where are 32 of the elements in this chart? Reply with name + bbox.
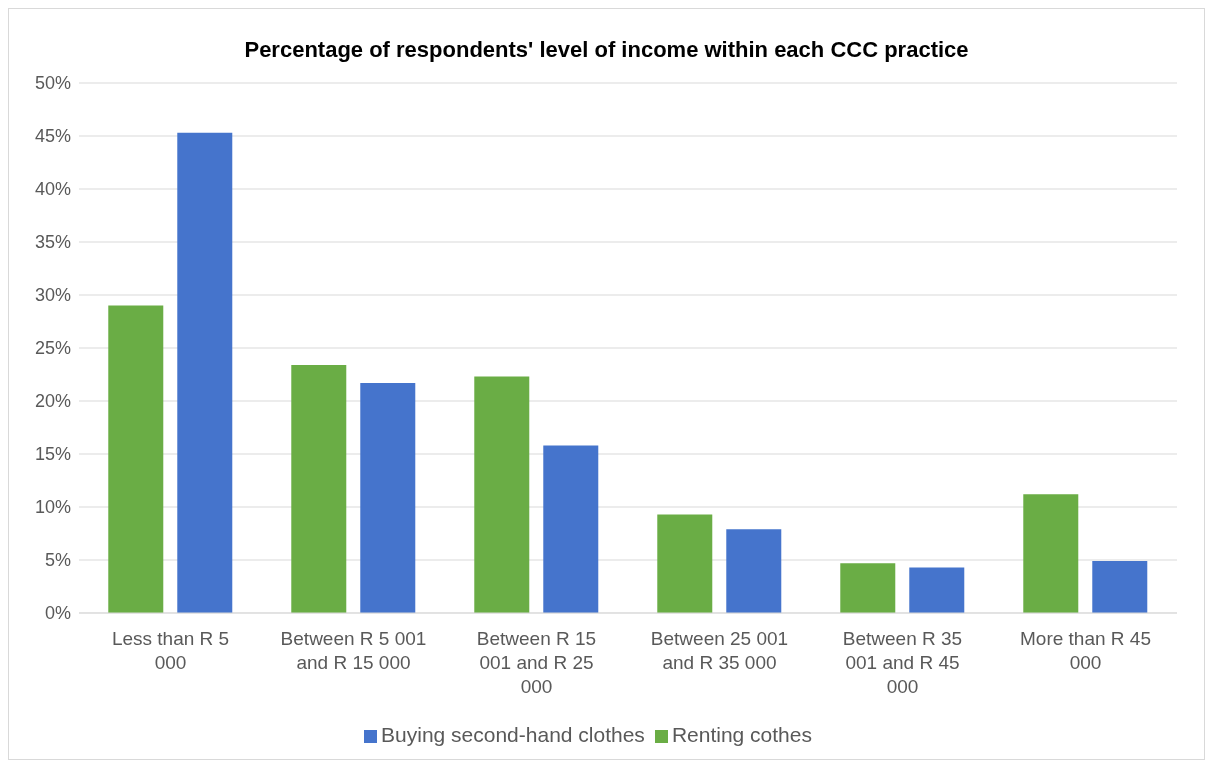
y-tick-label: 0% xyxy=(44,603,71,624)
y-tick-label: 30% xyxy=(34,285,71,306)
bar xyxy=(909,567,965,613)
bar xyxy=(726,529,782,613)
x-tick-label: Between R 15 001 and R 25 000 xyxy=(476,628,597,697)
bar xyxy=(291,364,347,613)
bar xyxy=(177,132,233,613)
bar xyxy=(360,382,416,613)
x-tick-label: Between 25 001 and R 35 000 xyxy=(650,628,789,673)
bar xyxy=(474,376,530,613)
y-tick-label: 15% xyxy=(34,444,71,465)
y-tick-label: 20% xyxy=(34,391,71,412)
x-tick-label: More than R 45 000 xyxy=(1020,628,1151,673)
bar xyxy=(840,563,896,613)
bar xyxy=(1092,561,1148,613)
y-tick-label: 10% xyxy=(34,497,71,518)
legend-label: Buying second-hand clothes xyxy=(381,723,645,746)
bar xyxy=(108,305,164,613)
bar xyxy=(543,445,599,613)
y-tick-label: 40% xyxy=(34,179,71,200)
y-tick-label: 35% xyxy=(34,232,71,253)
bar xyxy=(657,514,713,613)
bar xyxy=(1023,494,1079,613)
chart-title: Percentage of respondents' level of income within each CCC practice xyxy=(243,36,970,64)
x-tick-label: Between R 35 001 and R 45 000 xyxy=(842,628,963,697)
y-tick-label: 45% xyxy=(34,126,71,147)
y-tick-label: 5% xyxy=(44,550,71,571)
x-tick-label: Less than R 5 000 xyxy=(111,628,230,673)
legend-label: Renting cothes xyxy=(671,723,812,746)
y-tick-label: 25% xyxy=(34,338,71,359)
x-tick-label: Between R 5 001 and R 15 000 xyxy=(280,628,427,673)
y-tick-label: 50% xyxy=(34,73,71,94)
